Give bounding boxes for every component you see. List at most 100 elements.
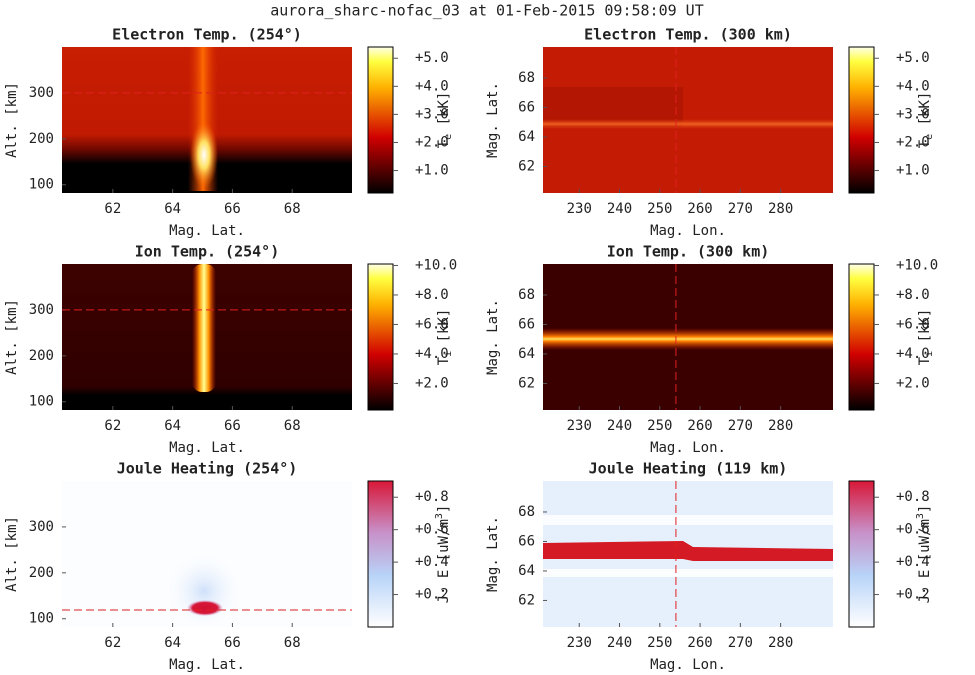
colorbar-tick-label: +2.0 (415, 134, 449, 150)
x-tick-label: 250 (647, 635, 672, 651)
colorbar-label-sub: e (924, 134, 935, 140)
panel-title: Ion Temp. (254°) (135, 243, 280, 261)
colorbar-label: Ti [kK] (436, 309, 454, 366)
x-tick-label: 66 (224, 418, 241, 434)
colorbar-tick-label: +10.0 (896, 257, 938, 273)
colorbar-label: Te [kK] (917, 92, 935, 149)
y-tick-label: 68 (518, 70, 535, 86)
x-tick-label: 230 (567, 418, 592, 434)
y-tick-label: 300 (29, 85, 54, 101)
colorbar-label: J· E [uW/m3] (434, 505, 452, 604)
y-tick-label: 66 (518, 99, 535, 115)
x-tick-label: 260 (687, 418, 712, 434)
colorbar-tick-label: +0.2 (415, 587, 449, 603)
y-tick-label: 64 (518, 346, 535, 362)
x-tick-label: 260 (687, 635, 712, 651)
x-axis-label: Mag. Lon. (650, 657, 726, 673)
y-tick-label: 68 (518, 504, 535, 520)
x-axis-label: Mag. Lon. (650, 223, 726, 239)
x-tick-label: 64 (164, 201, 181, 217)
y-tick-label: 100 (29, 394, 54, 410)
y-axis-label: Alt. [km] (4, 299, 20, 375)
colorbar (848, 480, 875, 628)
y-tick-label: 62 (518, 375, 535, 391)
colorbar (367, 263, 394, 411)
y-tick-label: 64 (518, 129, 535, 145)
colorbar-label-text: T (917, 356, 933, 365)
y-tick-label: 200 (29, 565, 54, 581)
x-tick-label: 240 (607, 418, 632, 434)
x-tick-label: 68 (284, 418, 301, 434)
x-tick-label: 68 (284, 201, 301, 217)
x-axis-label: Mag. Lat. (169, 223, 245, 239)
x-tick-label: 250 (647, 418, 672, 434)
x-tick-label: 62 (104, 635, 121, 651)
x-tick-label: 260 (687, 201, 712, 217)
colorbar-tick-label: +3.0 (415, 106, 449, 122)
y-tick-label: 62 (518, 158, 535, 174)
colorbar-tick-label: +0.6 (415, 522, 449, 538)
heatmap-feature (190, 121, 218, 189)
colorbar-tick-label: +0.4 (415, 554, 449, 570)
colorbar-label-sup: 3 (915, 513, 926, 519)
x-tick-label: 270 (728, 635, 753, 651)
x-axis-label: Mag. Lat. (169, 440, 245, 456)
y-tick-label: 200 (29, 131, 54, 147)
colorbar-tick-label: +5.0 (415, 50, 449, 66)
colorbar-label-unit: [kK] (436, 92, 452, 134)
y-tick-label: 68 (518, 287, 535, 303)
x-tick-label: 68 (284, 635, 301, 651)
heatmap-feature (543, 541, 833, 561)
colorbar-tick-label: +6.0 (896, 316, 930, 332)
colorbar-label-unit: ] (917, 505, 933, 513)
colorbar-label-unit: [kK] (917, 309, 933, 351)
heatmap-feature (192, 264, 216, 392)
y-tick-label: 64 (518, 563, 535, 579)
x-tick-label: 270 (728, 418, 753, 434)
heatmap-feature (543, 328, 833, 350)
y-axis-label: Mag. Lat. (485, 299, 501, 375)
colorbar-tick-label: +1.0 (896, 163, 930, 179)
colorbar-label-sub: i (443, 351, 454, 357)
colorbar-tick-label: +8.0 (896, 287, 930, 303)
colorbar-tick-label: +3.0 (896, 106, 930, 122)
colorbar-tick-label: +0.2 (896, 587, 930, 603)
colorbar-tick-label: +5.0 (896, 50, 930, 66)
x-tick-label: 240 (607, 201, 632, 217)
colorbar-label: J· E [uW/m3] (915, 505, 933, 604)
colorbar-label-text: J· E [uW/m (917, 519, 933, 603)
colorbar-tick-label: +0.6 (896, 522, 930, 538)
colorbar-tick-label: +2.0 (896, 375, 930, 391)
y-tick-label: 300 (29, 519, 54, 535)
colorbar-tick-label: +6.0 (415, 316, 449, 332)
x-tick-label: 230 (567, 201, 592, 217)
x-tick-label: 62 (104, 418, 121, 434)
x-tick-label: 280 (768, 635, 793, 651)
y-tick-label: 62 (518, 592, 535, 608)
colorbar-label-text: T (917, 139, 933, 148)
y-tick-label: 200 (29, 348, 54, 364)
heatmap-feature (543, 119, 833, 129)
colorbar-tick-label: +8.0 (415, 287, 449, 303)
x-tick-label: 66 (224, 201, 241, 217)
colorbar-label-sub: e (443, 134, 454, 140)
x-tick-label: 64 (164, 418, 181, 434)
panel-title: Joule Heating (254°) (117, 460, 298, 478)
colorbar-tick-label: +2.0 (415, 375, 449, 391)
colorbar-tick-label: +4.0 (415, 78, 449, 94)
y-axis-label: Mag. Lat. (485, 516, 501, 592)
heatmap-feature (164, 551, 244, 631)
x-tick-label: 250 (647, 201, 672, 217)
colorbar (367, 46, 394, 194)
x-tick-label: 270 (728, 201, 753, 217)
colorbar (848, 263, 875, 411)
y-axis-label: Alt. [km] (4, 82, 20, 158)
x-tick-label: 66 (224, 635, 241, 651)
x-axis-label: Mag. Lon. (650, 440, 726, 456)
colorbar-tick-label: +0.8 (415, 489, 449, 505)
y-tick-label: 66 (518, 533, 535, 549)
colorbar-label: Ti [kK] (917, 309, 935, 366)
colorbar-label-unit: ] (436, 505, 452, 513)
colorbar-label-text: J· E [uW/m (436, 519, 452, 603)
heatmap-feature (543, 515, 833, 525)
